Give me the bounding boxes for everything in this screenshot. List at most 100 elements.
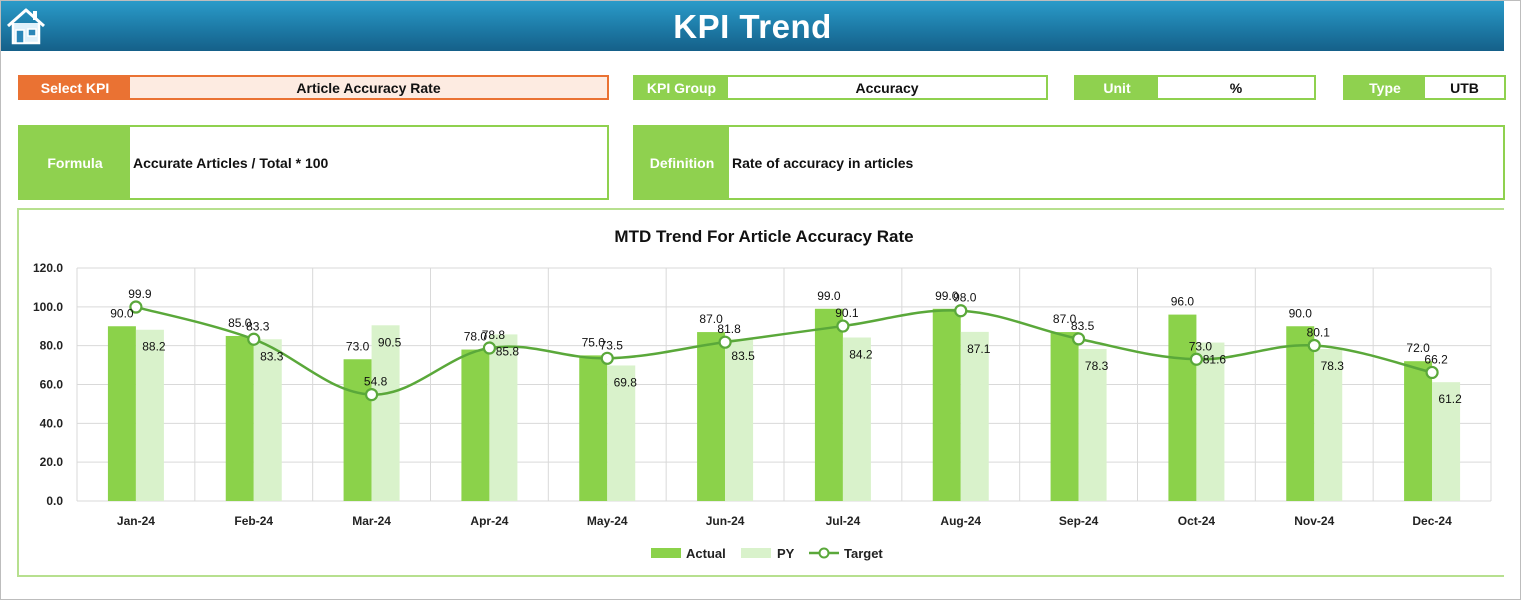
target-point	[129, 300, 143, 314]
py-bar	[1314, 348, 1343, 501]
legend-actual-label: Actual	[686, 546, 726, 561]
target-point	[247, 332, 261, 346]
unit-value: %	[1158, 77, 1314, 98]
x-tick-label: Jan-24	[117, 514, 155, 528]
x-tick-label: Apr-24	[470, 514, 508, 528]
target-point	[836, 319, 850, 333]
actual-data-label: 99.0	[817, 289, 841, 303]
target-data-label: 81.8	[717, 322, 741, 336]
header-bar: KPI Trend	[1, 1, 1504, 51]
legend-target-label: Target	[844, 546, 883, 561]
py-data-label: 61.2	[1438, 392, 1462, 406]
py-data-label: 69.8	[614, 375, 638, 389]
py-data-label: 78.3	[1321, 359, 1345, 373]
target-line	[135, 305, 1433, 396]
py-data-label: 85.8	[496, 344, 520, 358]
unit-label: Unit	[1076, 77, 1158, 98]
actual-data-label: 90.0	[1289, 306, 1313, 320]
py-bar	[960, 331, 989, 501]
actual-bar	[814, 308, 843, 501]
kpi-group-label: KPI Group	[635, 77, 728, 98]
target-data-label: 78.8	[482, 328, 506, 342]
legend-py-label: PY	[777, 546, 795, 561]
chart-container: MTD Trend For Article Accuracy Rate 90.0…	[17, 208, 1504, 577]
py-bar	[725, 338, 754, 501]
actual-data-label: 96.0	[1171, 295, 1195, 309]
x-tick-label: Nov-24	[1294, 514, 1334, 528]
x-tick-label: Dec-24	[1412, 514, 1452, 528]
actual-data-label: 85.0	[228, 316, 252, 330]
actual-data-label: 78.0	[464, 330, 488, 344]
actual-bar	[225, 335, 254, 501]
py-bar	[1432, 382, 1461, 501]
kpi-group-value: Accuracy	[728, 77, 1046, 98]
target-point	[1425, 365, 1439, 380]
definition-label: Definition	[635, 127, 729, 198]
actual-bar	[107, 326, 136, 501]
x-tick-label: Oct-24	[1178, 514, 1216, 528]
target-point	[718, 335, 732, 349]
type-label: Type	[1345, 77, 1425, 98]
actual-data-label: 72.0	[1406, 341, 1430, 355]
target-data-label: 99.9	[128, 287, 152, 301]
py-data-label: 84.2	[849, 348, 873, 362]
x-tick-label: Sep-24	[1059, 514, 1099, 528]
definition-value: Rate of accuracy in articles	[729, 127, 1503, 198]
target-point	[364, 387, 379, 402]
target-data-label: 66.2	[1424, 352, 1448, 366]
target-data-label: 90.1	[835, 306, 859, 320]
definition-box: Definition Rate of accuracy in articles	[633, 125, 1505, 200]
target-point	[482, 341, 497, 355]
legend-py-swatch	[741, 548, 771, 558]
py-bar	[371, 325, 400, 501]
py-bar	[607, 365, 636, 501]
home-icon[interactable]	[5, 6, 47, 46]
x-tick-label: Jun-24	[706, 514, 745, 528]
kpi-group-field: KPI Group Accuracy	[633, 75, 1048, 100]
formula-label: Formula	[20, 127, 130, 198]
actual-bar	[579, 355, 608, 501]
actual-bar	[1168, 314, 1197, 501]
y-tick-label: 120.0	[33, 261, 63, 275]
y-tick-label: 40.0	[40, 416, 64, 430]
py-data-label: 81.6	[1203, 353, 1227, 367]
y-tick-label: 80.0	[40, 339, 64, 353]
target-point	[1071, 332, 1086, 346]
py-data-label: 83.3	[260, 349, 284, 363]
py-bar	[1196, 342, 1225, 501]
actual-data-label: 75.0	[582, 335, 606, 349]
py-data-label: 83.5	[731, 349, 755, 363]
actual-bar	[343, 359, 372, 501]
select-kpi-dropdown[interactable]: Article Accuracy Rate	[130, 77, 607, 98]
legend-target-marker	[818, 547, 830, 559]
py-data-label: 90.5	[378, 335, 402, 349]
target-data-label: 80.1	[1307, 325, 1331, 339]
legend-actual-swatch	[651, 548, 681, 558]
target-point	[1307, 338, 1321, 353]
mtd-trend-chart: MTD Trend For Article Accuracy Rate 90.0…	[33, 227, 1492, 561]
select-kpi-field: Select KPI Article Accuracy Rate	[18, 75, 609, 100]
target-point	[600, 351, 614, 365]
type-field: Type UTB	[1343, 75, 1506, 100]
target-data-label: 98.0	[953, 291, 977, 305]
actual-bar	[697, 332, 726, 501]
py-bar	[135, 329, 164, 501]
chart-title: MTD Trend For Article Accuracy Rate	[614, 227, 913, 246]
target-point	[954, 304, 968, 318]
actual-bar	[461, 349, 490, 501]
actual-bar	[932, 308, 961, 501]
actual-data-label: 90.0	[110, 306, 134, 320]
target-data-label: 73.5	[600, 338, 624, 352]
actual-data-label: 87.0	[699, 312, 723, 326]
py-bar	[489, 334, 518, 501]
select-kpi-label: Select KPI	[20, 77, 130, 98]
unit-field: Unit %	[1074, 75, 1316, 100]
x-tick-label: May-24	[587, 514, 628, 528]
target-data-label: 83.3	[246, 319, 270, 333]
x-tick-label: Mar-24	[352, 514, 391, 528]
py-bar	[842, 337, 871, 501]
page-title: KPI Trend	[673, 8, 832, 45]
y-tick-label: 60.0	[40, 378, 64, 392]
actual-bar	[1286, 326, 1315, 501]
py-bar	[1078, 348, 1107, 501]
